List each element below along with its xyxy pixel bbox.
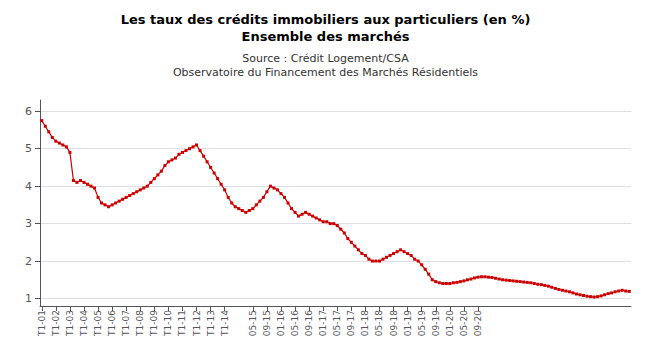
svg-text:Observatoire du Financement de: Observatoire du Financement des Marchés …: [173, 66, 478, 79]
svg-text:T1-08: T1-08: [135, 310, 145, 337]
svg-text:1: 1: [25, 292, 32, 305]
svg-text:09-17: 09-17: [346, 310, 356, 336]
svg-text:01-20: 01-20: [445, 310, 455, 336]
svg-text:5: 5: [25, 142, 32, 155]
svg-text:05-15: 05-15: [248, 310, 258, 336]
svg-text:4: 4: [25, 180, 32, 193]
svg-text:Source : Crédit Logement/CSA: Source : Crédit Logement/CSA: [242, 52, 409, 65]
svg-text:09-18: 09-18: [389, 310, 399, 336]
svg-text:T1-04: T1-04: [79, 310, 89, 337]
svg-text:01-17: 01-17: [318, 310, 328, 336]
svg-text:05-17: 05-17: [332, 310, 342, 336]
svg-text:T1-11: T1-11: [177, 310, 187, 337]
svg-text:T1-01: T1-01: [37, 310, 47, 337]
svg-text:Ensemble des marchés: Ensemble des marchés: [242, 29, 410, 44]
svg-text:T1-06: T1-06: [107, 310, 117, 337]
svg-text:T1-09: T1-09: [149, 310, 159, 337]
svg-text:T1-03: T1-03: [65, 310, 75, 337]
svg-text:T1-13: T1-13: [206, 310, 216, 337]
svg-text:05-18: 05-18: [374, 310, 384, 336]
svg-text:09-19: 09-19: [431, 310, 441, 336]
svg-text:09-16: 09-16: [304, 310, 314, 336]
svg-text:T1-07: T1-07: [121, 310, 131, 337]
svg-text:01-19: 01-19: [403, 310, 413, 336]
svg-text:01-16: 01-16: [276, 310, 286, 336]
svg-text:09-15: 09-15: [262, 310, 272, 336]
svg-text:Les taux des crédits immobilie: Les taux des crédits immobiliers aux par…: [121, 12, 531, 27]
svg-text:09-20: 09-20: [473, 310, 483, 336]
svg-text:01-18: 01-18: [360, 310, 370, 336]
svg-text:T1-12: T1-12: [192, 310, 202, 337]
svg-text:05-20: 05-20: [459, 310, 469, 336]
svg-text:05-16: 05-16: [290, 310, 300, 336]
svg-text:2: 2: [25, 255, 32, 268]
svg-text:T1-05: T1-05: [93, 310, 103, 337]
svg-text:05-19: 05-19: [417, 310, 427, 336]
svg-text:T1-14: T1-14: [220, 310, 230, 337]
svg-text:T1-02: T1-02: [51, 310, 61, 337]
svg-text:3: 3: [25, 217, 32, 230]
svg-text:6: 6: [25, 105, 32, 118]
svg-text:T1-10: T1-10: [163, 310, 173, 337]
